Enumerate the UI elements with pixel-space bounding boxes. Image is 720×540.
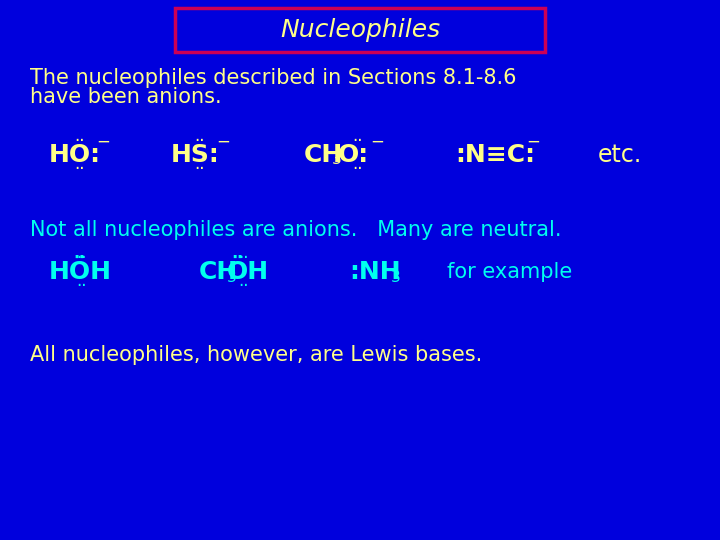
Text: All nucleophiles, however, are Lewis bases.: All nucleophiles, however, are Lewis bas… <box>30 345 482 365</box>
Text: have been anions.: have been anions. <box>30 87 222 107</box>
Text: −: − <box>216 133 230 151</box>
Text: CH: CH <box>199 260 238 284</box>
Text: etc.: etc. <box>598 143 642 167</box>
Text: HO:: HO: <box>49 143 101 167</box>
Text: Nucleophiles: Nucleophiles <box>280 18 440 42</box>
Text: :N≡C:: :N≡C: <box>455 143 535 167</box>
FancyBboxPatch shape <box>175 8 545 52</box>
Text: ··: ·· <box>239 277 249 295</box>
Text: ··: ·· <box>194 160 204 178</box>
Text: ··: ·· <box>352 160 362 178</box>
Text: :NH: :NH <box>349 260 401 284</box>
Text: ··: ·· <box>73 132 84 150</box>
Text: ··: ·· <box>194 132 204 150</box>
Text: Not all nucleophiles are anions.   Many are neutral.: Not all nucleophiles are anions. Many ar… <box>30 220 562 240</box>
Text: −: − <box>370 133 384 151</box>
Text: ··: ·· <box>352 132 362 150</box>
Text: −: − <box>526 133 540 151</box>
Text: ÖH: ÖH <box>227 260 269 284</box>
Text: CH: CH <box>303 143 343 167</box>
Text: O:: O: <box>338 143 369 167</box>
Text: ··: ·· <box>77 249 87 267</box>
Text: 3: 3 <box>391 269 401 285</box>
Text: ··: ·· <box>77 277 87 295</box>
Text: −: − <box>96 133 110 151</box>
Text: 3: 3 <box>227 269 237 285</box>
Text: HÖH: HÖH <box>48 260 112 284</box>
Text: The nucleophiles described in Sections 8.1-8.6: The nucleophiles described in Sections 8… <box>30 68 516 88</box>
Text: for example: for example <box>447 262 572 282</box>
Text: 3: 3 <box>332 152 342 167</box>
Text: HS:: HS: <box>171 143 220 167</box>
Text: ··: ·· <box>73 160 84 178</box>
Text: ··: ·· <box>239 249 249 267</box>
